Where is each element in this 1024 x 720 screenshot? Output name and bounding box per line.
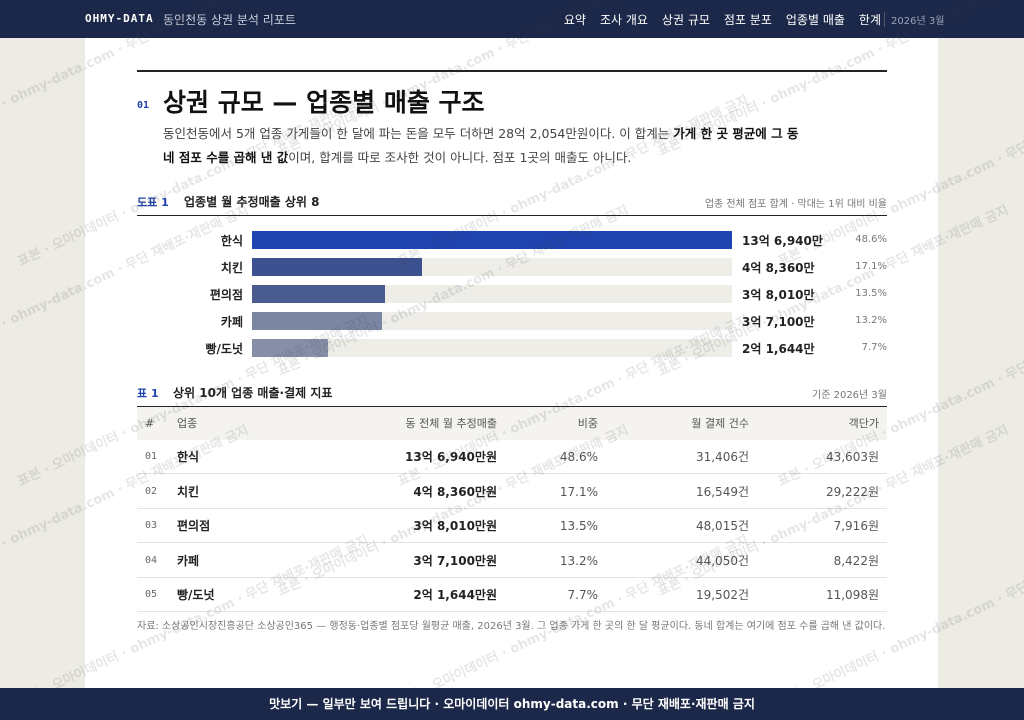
nav-item[interactable]: 요약 <box>563 13 586 27</box>
table-header-cell: # <box>145 417 155 430</box>
bar-label: 치킨 <box>220 261 243 275</box>
table-cell: 05 <box>145 589 158 600</box>
table-cell: 19,502건 <box>695 588 749 602</box>
figure-note: 업종 전체 점포 합계 · 막대는 1위 대비 비율 <box>704 199 887 210</box>
bar-value-label: 3억 8,010만 <box>742 288 815 302</box>
table-row: 04 카페 3억 7,100만원 13.2% 44,050건 8,422원 <box>137 544 887 578</box>
table-header-cell: 업종 <box>177 417 198 430</box>
nav-item[interactable]: 조사 개요 <box>599 13 648 27</box>
bar <box>252 312 383 330</box>
table-cell: 7.7% <box>567 588 599 602</box>
table-cell: 43,603원 <box>825 450 879 464</box>
bar-value-label: 13억 6,940만 <box>742 234 823 248</box>
nav-item[interactable]: 업종별 매출 <box>785 13 845 27</box>
content-panel <box>85 38 938 688</box>
section-rule <box>137 70 887 72</box>
section-title: 상권 규모 — 업종별 매출 구조 <box>163 88 485 117</box>
bar-value-label: 2억 1,644만 <box>742 342 815 356</box>
table-row: 02 치킨 4억 8,360만원 17.1% 16,549건 29,222원 <box>137 475 887 509</box>
table-header-cell: 비중 <box>577 417 598 430</box>
bar-label: 한식 <box>220 234 243 248</box>
table-cell: 2억 1,644만원 <box>413 588 497 602</box>
table-cell: 3억 8,010만원 <box>413 519 497 533</box>
bar-track <box>252 339 732 357</box>
bar <box>252 258 422 276</box>
table-cell: 치킨 <box>177 484 200 499</box>
nav-item[interactable]: 상권 규모 <box>661 13 710 27</box>
figure-rule <box>137 215 887 216</box>
nav-menu: 요약 조사 개요 상권 규모 점포 분포 업종별 매출 한계 <box>564 11 881 28</box>
figure-label: 도표 1 <box>137 196 169 209</box>
table-header-cell: 동 전체 월 추정매출 <box>405 417 497 430</box>
table-cell: 16,549건 <box>695 484 749 499</box>
table-header-row: # 업종 동 전체 월 추정매출 비중 월 결제 건수 객단가 <box>137 407 887 440</box>
table-row: 05 빵/도넛 2억 1,644만원 7.7% 19,502건 11,098원 <box>137 578 887 612</box>
bar-value-label: 3억 7,100만 <box>742 315 815 329</box>
table-cell: 8,422원 <box>833 553 879 568</box>
table-cell: 3억 7,100만원 <box>413 553 497 568</box>
table-cell: 4억 8,360만원 <box>413 484 497 499</box>
source-note: 자료: 소상공인시장진흥공단 소상공인365 — 행정동·업종별 점포당 월평균… <box>137 621 886 632</box>
lead-text: 동인천동에서 5개 업종 가게들이 한 달에 파는 돈을 모두 더하면 28억 … <box>163 126 674 141</box>
table-note: 기준 2026년 3월 <box>812 390 887 401</box>
table-cell: 빵/도넛 <box>177 588 215 602</box>
table-cell: 11,098원 <box>825 588 879 602</box>
table-rule <box>137 406 887 407</box>
lead-paragraph: 동인천동에서 5개 업종 가게들이 한 달에 파는 돈을 모두 더하면 28억 … <box>163 122 803 170</box>
table-cell: 13.5% <box>559 519 598 533</box>
table-cell: 17.1% <box>559 484 598 499</box>
table-cell: 02 <box>145 485 158 497</box>
nav-subtitle: 동인천동 상권 분석 리포트 <box>163 13 296 27</box>
nav-date: 2026년 3월 <box>884 12 944 27</box>
table-label: 표 1 <box>137 387 159 400</box>
table-row: 01 한식 13억 6,940만원 48.6% 31,406건 43,603원 <box>137 440 887 474</box>
logo[interactable]: OHMY-DATA <box>85 12 154 25</box>
footer-banner: 맛보기 — 일부만 보여 드립니다 · 오마이데이터 ohmy-data.com… <box>0 688 1024 720</box>
bar-label: 편의점 <box>209 288 243 302</box>
top-nav: OHMY-DATA 동인천동 상권 분석 리포트 요약 조사 개요 상권 규모 점포 … <box>0 0 1024 38</box>
bar-share: 48.6% <box>855 234 887 245</box>
table-title: 상위 10개 업종 매출·결제 지표 <box>173 386 333 400</box>
bar-label: 빵/도넛 <box>205 342 243 356</box>
table-cell: 한식 <box>177 450 200 464</box>
table-cell: 48.6% <box>559 450 598 464</box>
bar-share: 17.1% <box>855 261 887 272</box>
table-cell: 13.2% <box>559 553 598 568</box>
bar-value-label: 4억 8,360만 <box>742 261 815 275</box>
table-cell: 03 <box>145 520 158 531</box>
table-cell: 31,406건 <box>695 450 749 464</box>
table-header-cell: 월 결제 건수 <box>691 417 749 430</box>
table-cell: 04 <box>145 554 158 566</box>
bar <box>252 339 328 357</box>
section-number: 01 <box>137 100 150 111</box>
bar-label: 카페 <box>220 315 243 329</box>
table-header-cell: 객단가 <box>848 417 879 430</box>
lead-text: 이며, 합계를 따로 조사한 것이 아니다. 점포 1곳의 매출도 아니다. <box>288 150 632 165</box>
table-cell: 44,050건 <box>695 553 749 568</box>
table-cell: 카페 <box>177 553 200 568</box>
table-row: 03 편의점 3억 8,010만원 13.5% 48,015건 7,916원 <box>137 509 887 543</box>
nav-item[interactable]: 점포 분포 <box>723 13 772 27</box>
table-cell: 29,222원 <box>825 484 879 499</box>
table-cell: 7,916원 <box>833 519 879 533</box>
bar-share: 13.2% <box>855 315 887 326</box>
table-cell: 편의점 <box>177 519 211 533</box>
table-cell: 13억 6,940만원 <box>405 450 497 464</box>
bar <box>252 231 732 249</box>
lead-bold: 가게 한 곳 평균에 그 동네 점포 수를 곱해 낸 값 <box>163 126 799 165</box>
table-cell: 01 <box>145 451 158 462</box>
bar-share: 13.5% <box>855 288 887 299</box>
table-cell: 48,015건 <box>695 519 749 533</box>
nav-item[interactable]: 한계 <box>858 13 881 27</box>
figure-title: 업종별 월 추정매출 상위 8 <box>184 195 320 209</box>
bar <box>252 285 386 303</box>
bar-share: 7.7% <box>861 342 887 353</box>
